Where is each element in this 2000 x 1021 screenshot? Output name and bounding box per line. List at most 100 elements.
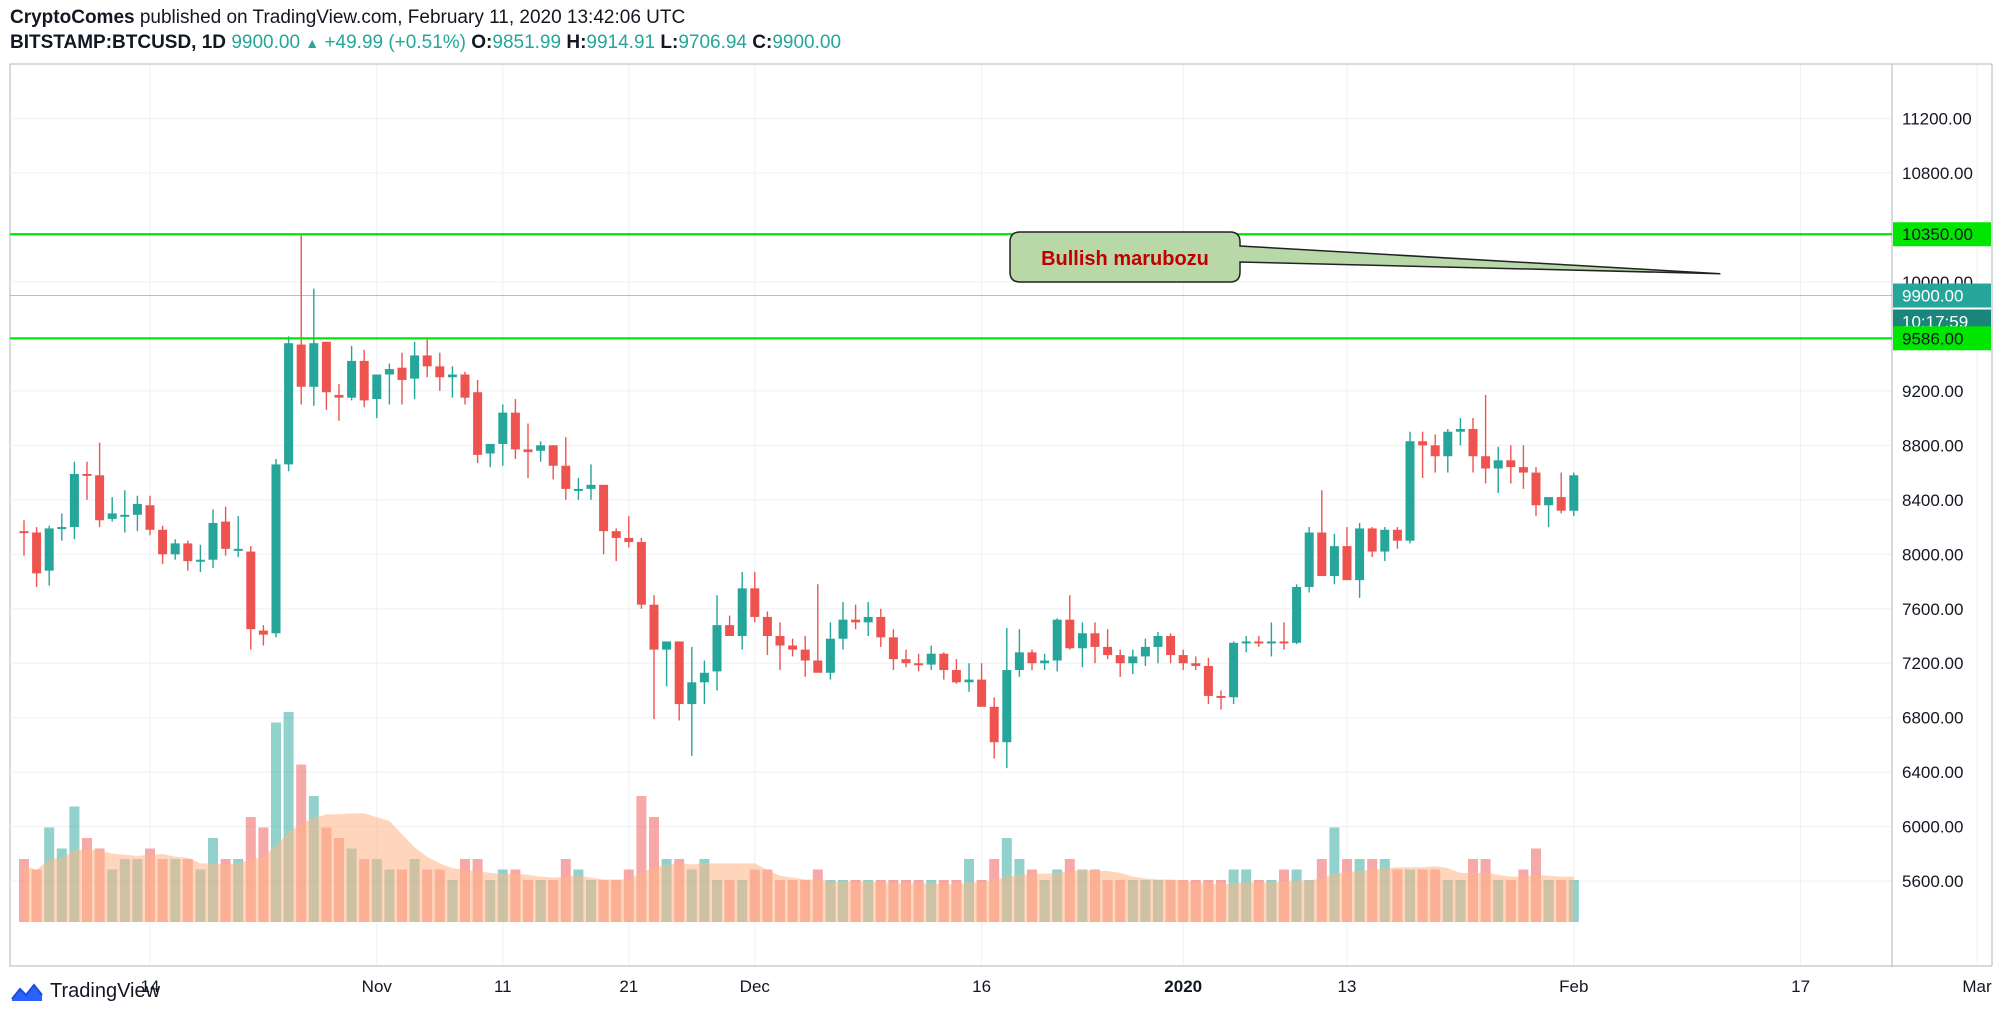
candle-body (851, 619, 861, 623)
low-label: L: (660, 32, 679, 53)
candle-body (1544, 497, 1554, 506)
candle-body (1166, 636, 1176, 656)
last-price-badge (1893, 283, 1991, 308)
price-tick-label: 10800.00 (1902, 164, 1973, 183)
candle-body (359, 360, 369, 401)
time-tick-label: 13 (1338, 977, 1357, 996)
candle-body (1115, 655, 1125, 664)
candle-body (1014, 652, 1024, 671)
candle-body (158, 529, 168, 555)
candle-body (662, 641, 672, 650)
candle-body (699, 672, 709, 683)
published-text: published on TradingView.com, February 1… (139, 7, 686, 28)
candle-body (750, 588, 760, 617)
candle-body (1090, 633, 1100, 647)
candle-body (384, 369, 394, 375)
author-name[interactable]: CryptoComes (10, 7, 135, 28)
price-tick-label: 9200.00 (1902, 382, 1963, 401)
candle-body (586, 484, 596, 489)
candle-body (901, 659, 911, 664)
candle-body (775, 636, 785, 646)
tradingview-logo-icon[interactable] (10, 981, 44, 1003)
candle-body (145, 505, 155, 530)
last-price-label: 9900.00 (1902, 287, 1963, 306)
candle-body (1569, 475, 1579, 511)
price-tick-label: 7600.00 (1902, 600, 1963, 619)
candle-body (951, 670, 961, 683)
candle-body (1140, 646, 1150, 657)
candle-body (1392, 529, 1402, 541)
candle-body (1355, 528, 1365, 581)
open-value: 9851.99 (492, 32, 562, 53)
candle-body (1481, 456, 1491, 469)
annotation-callout[interactable] (1009, 231, 1721, 283)
candle-body (1153, 636, 1163, 647)
level-price-badge (1893, 326, 1991, 351)
candle-body (1506, 460, 1516, 468)
candle-body (611, 531, 621, 538)
time-tick-label: 2020 (1164, 977, 1202, 996)
candle-body (1405, 441, 1415, 541)
candle-body (1518, 467, 1528, 473)
candle-body (271, 464, 281, 634)
up-arrow-icon: ▲ (305, 35, 320, 51)
price-tick-label: 8000.00 (1902, 545, 1963, 564)
candle-body (1292, 586, 1302, 643)
candle-body (334, 394, 344, 398)
time-tick-label: 16 (972, 977, 991, 996)
time-tick-label: Mar (1962, 977, 1992, 996)
price-tick-label: 7200.00 (1902, 654, 1963, 673)
time-tick-label: 11 (494, 977, 512, 996)
candle-body (712, 625, 722, 672)
candle-body (1254, 641, 1264, 644)
candle-body (195, 559, 205, 562)
candle-body (233, 548, 243, 551)
candle-body (95, 475, 105, 521)
price-tick-label: 11200.00 (1902, 109, 1972, 128)
price-tick-label: 8400.00 (1902, 491, 1963, 510)
candle-body (838, 619, 848, 639)
candle-body (246, 551, 256, 630)
level-price-badge (1893, 222, 1991, 247)
last-price: 9900.00 (231, 32, 301, 53)
candle-body (1241, 641, 1251, 644)
candle-body (510, 412, 520, 450)
candle-body (1342, 546, 1352, 581)
candle-body (1052, 619, 1062, 661)
candle-body (435, 366, 445, 378)
candle-body (372, 374, 382, 400)
candle-body (284, 343, 294, 465)
candle-body (1279, 641, 1289, 644)
candle-body (863, 616, 873, 623)
candle-body (57, 527, 67, 530)
candle-body (1077, 633, 1087, 649)
candle-body (1329, 546, 1339, 577)
candle-body (1065, 619, 1075, 649)
candle-body (309, 343, 319, 387)
symbol-label: BITSTAMP:BTCUSD, 1D (10, 32, 227, 53)
time-tick-label: 17 (1791, 977, 1810, 996)
time-tick-label: Dec (740, 977, 771, 996)
candle-body (1178, 655, 1188, 664)
candle-body (1203, 665, 1213, 696)
time-tick-label: Nov (362, 977, 393, 996)
candle-body (687, 682, 697, 705)
candle-body (1380, 529, 1390, 552)
candle-body (813, 660, 823, 673)
candle-body (19, 531, 29, 534)
candle-body (1317, 532, 1327, 577)
price-tick-label: 9586.00 (1902, 329, 1963, 348)
candle-body (536, 445, 546, 451)
candle-body (422, 355, 432, 367)
tradingview-brand[interactable]: TradingView (50, 980, 161, 1002)
volume-bar (636, 796, 647, 922)
price-change: +49.99 (+0.51%) (324, 32, 466, 53)
candle-body (1040, 660, 1050, 664)
price-tick-label: 6400.00 (1902, 763, 1963, 782)
candle-body (762, 616, 772, 636)
candle-body (1304, 532, 1314, 587)
candle-body (208, 522, 218, 560)
candle-body (599, 484, 609, 532)
candle-body (170, 543, 180, 555)
